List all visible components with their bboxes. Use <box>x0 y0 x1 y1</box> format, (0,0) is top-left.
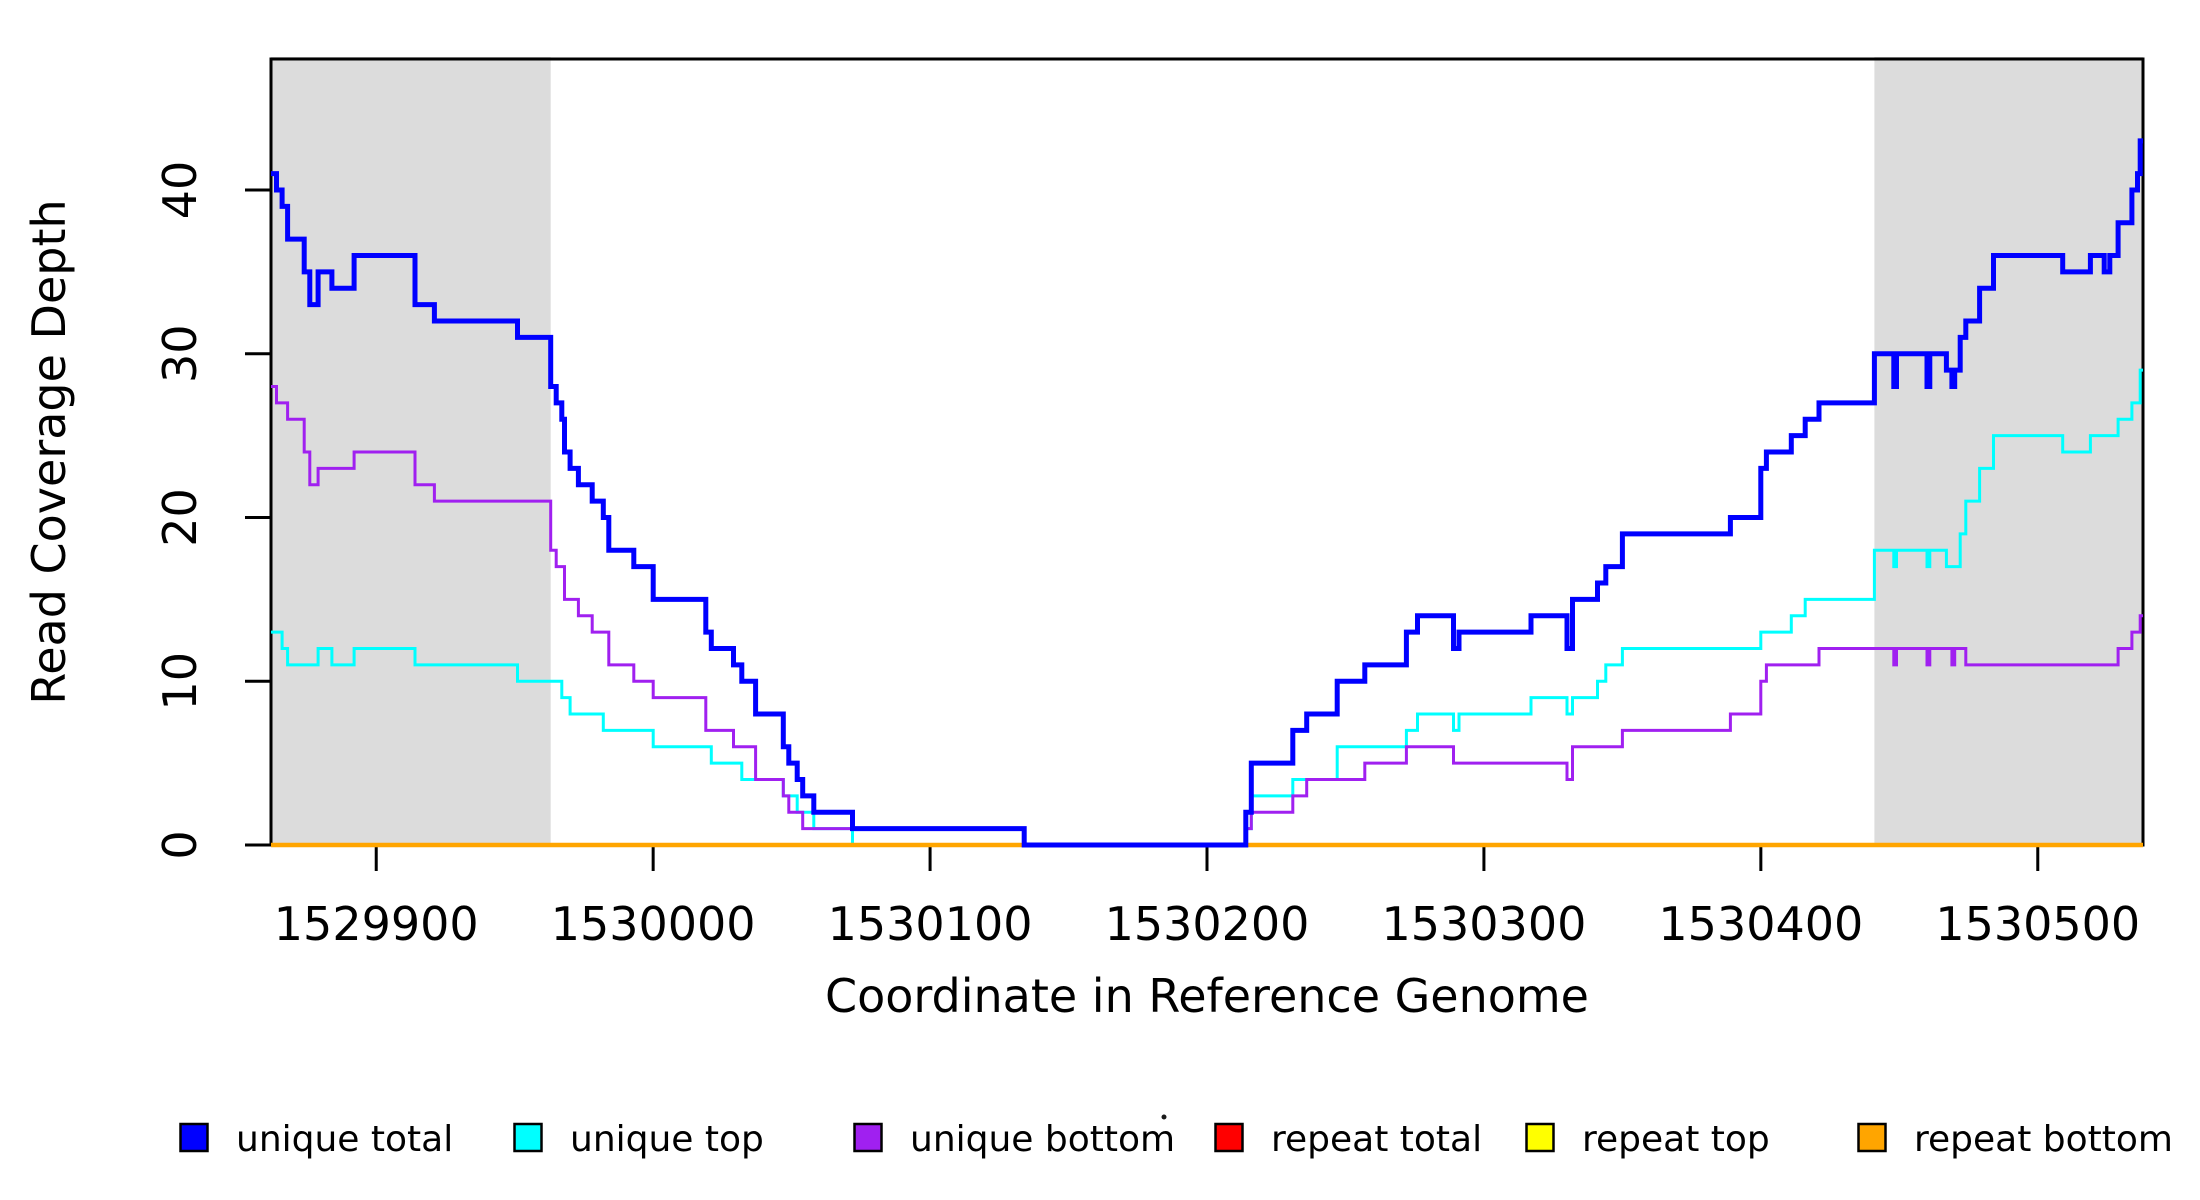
x-tick-label: 1530200 <box>1105 897 1310 951</box>
legend-label-repeat-total: repeat total <box>1271 1119 1482 1160</box>
y-tick-label: 40 <box>153 161 207 220</box>
x-tick-label: 1530500 <box>1935 897 2140 951</box>
legend-label-unique-total: unique total <box>236 1119 453 1160</box>
y-tick-label: 30 <box>153 324 207 383</box>
plot-box-layer <box>269 57 2145 847</box>
legend-swatch-unique-total <box>179 1122 209 1153</box>
legend-label-repeat-bottom: repeat bottom <box>1914 1119 2173 1160</box>
x-tick-label: 1530000 <box>551 897 756 951</box>
data-series-layer <box>271 138 2143 848</box>
y-axis-title: Read Coverage Depth <box>22 199 76 704</box>
legend-swatch-repeat-bottom <box>1857 1122 1887 1153</box>
legend-swatch-repeat-total <box>1214 1122 1244 1153</box>
y-tick-label: 0 <box>153 830 207 859</box>
legend: unique total unique top unique bottom repea… <box>179 1119 2173 1160</box>
stray-mark <box>1161 1114 1167 1120</box>
legend-swatch-unique-bottom <box>853 1122 883 1153</box>
artifacts-layer <box>1161 1114 1167 1120</box>
legend-swatch-unique-top <box>513 1122 543 1153</box>
y-tick-label: 10 <box>153 652 207 711</box>
shaded-region-right <box>1874 57 2143 845</box>
x-axis-title: Coordinate in Reference Genome <box>825 969 1589 1023</box>
x-tick-label: 1530100 <box>828 897 1033 951</box>
series-unique-total-line <box>271 138 2143 848</box>
plot-box <box>269 57 2145 847</box>
legend-swatch-repeat-top <box>1525 1122 1555 1153</box>
shaded-regions-layer <box>271 57 2143 845</box>
x-tick-label: 1530400 <box>1658 897 1863 951</box>
x-tick-label: 1530300 <box>1381 897 1586 951</box>
legend-label-unique-top: unique top <box>570 1119 764 1160</box>
x-tick-label: 1529900 <box>274 897 479 951</box>
legend-label-unique-bottom: unique bottom <box>910 1119 1175 1160</box>
legend-label-repeat-top: repeat top <box>1582 1119 1770 1160</box>
axis-ticks-layer: 1529900 1530000 1530100 1530200 1530300 15304… <box>153 161 2140 951</box>
series-unique-bottom-line <box>271 385 2143 847</box>
y-tick-label: 20 <box>153 488 207 547</box>
series-unique-top-line <box>271 368 2143 847</box>
